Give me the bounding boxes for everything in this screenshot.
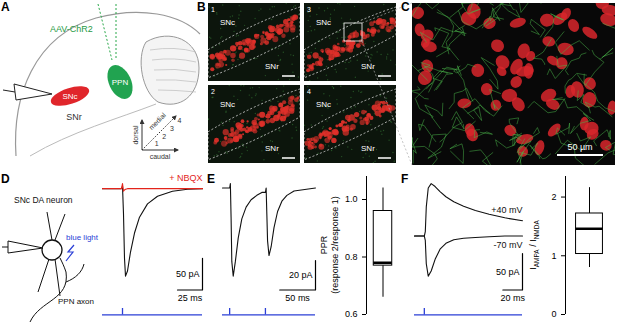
svg-text:SNc: SNc <box>62 92 77 101</box>
svg-text:AAV-ChR2: AAV-ChR2 <box>50 24 93 34</box>
svg-text:dorsal: dorsal <box>132 125 139 145</box>
svg-text:IAMPA / INMDA: IAMPA / INMDA <box>528 220 540 270</box>
svg-text:+ NBQX: + NBQX <box>169 173 202 183</box>
svg-text:B: B <box>197 0 206 14</box>
svg-text:1: 1 <box>211 6 215 13</box>
svg-text:C: C <box>401 0 410 14</box>
svg-text:1: 1 <box>551 251 556 261</box>
svg-text:50 µm: 50 µm <box>567 142 592 152</box>
svg-text:3: 3 <box>170 125 174 132</box>
svg-text:0: 0 <box>551 309 556 319</box>
svg-text:SNc: SNc <box>220 18 235 27</box>
svg-text:PPN axon: PPN axon <box>58 297 94 306</box>
svg-text:+40 mV: +40 mV <box>491 205 522 215</box>
svg-text:25 ms: 25 ms <box>178 293 203 303</box>
svg-text:1.0: 1.0 <box>345 194 358 204</box>
svg-text:SNc: SNc <box>316 18 331 27</box>
svg-text:20 ms: 20 ms <box>500 293 525 303</box>
svg-text:PPN: PPN <box>112 78 129 87</box>
svg-text:SNc DA neuron: SNc DA neuron <box>14 195 73 205</box>
svg-text:50 pA: 50 pA <box>496 267 520 277</box>
svg-text:2: 2 <box>211 88 215 95</box>
svg-text:A: A <box>1 0 10 14</box>
svg-text:SNr: SNr <box>66 112 82 122</box>
svg-text:SNc: SNc <box>220 100 235 109</box>
svg-text:SNr: SNr <box>265 144 279 153</box>
svg-text:4: 4 <box>178 117 182 124</box>
svg-text:D: D <box>1 172 10 186</box>
svg-text:E: E <box>207 172 215 186</box>
svg-text:PPR: PPR <box>319 235 329 254</box>
svg-text:SNr: SNr <box>361 62 375 71</box>
svg-text:1: 1 <box>155 140 159 147</box>
svg-text:caudal: caudal <box>150 153 171 160</box>
svg-text:SNr: SNr <box>265 62 279 71</box>
svg-text:F: F <box>401 172 408 186</box>
svg-text:50 pA: 50 pA <box>176 269 200 279</box>
svg-text:SNc: SNc <box>316 100 331 109</box>
svg-text:-70 mV: -70 mV <box>493 240 522 250</box>
svg-text:20 pA: 20 pA <box>289 270 313 280</box>
svg-text:blue light: blue light <box>66 233 99 242</box>
svg-text:0.8: 0.8 <box>345 252 358 262</box>
svg-text:SNr: SNr <box>361 144 375 153</box>
svg-text:2: 2 <box>162 133 166 140</box>
svg-text:50 ms: 50 ms <box>285 293 310 303</box>
svg-text:medial: medial <box>147 111 167 131</box>
svg-text:3: 3 <box>307 6 311 13</box>
svg-text:2: 2 <box>551 192 556 202</box>
svg-text:0.6: 0.6 <box>345 309 358 319</box>
svg-text:(response 2/response 1): (response 2/response 1) <box>330 196 340 294</box>
svg-text:4: 4 <box>307 88 311 95</box>
